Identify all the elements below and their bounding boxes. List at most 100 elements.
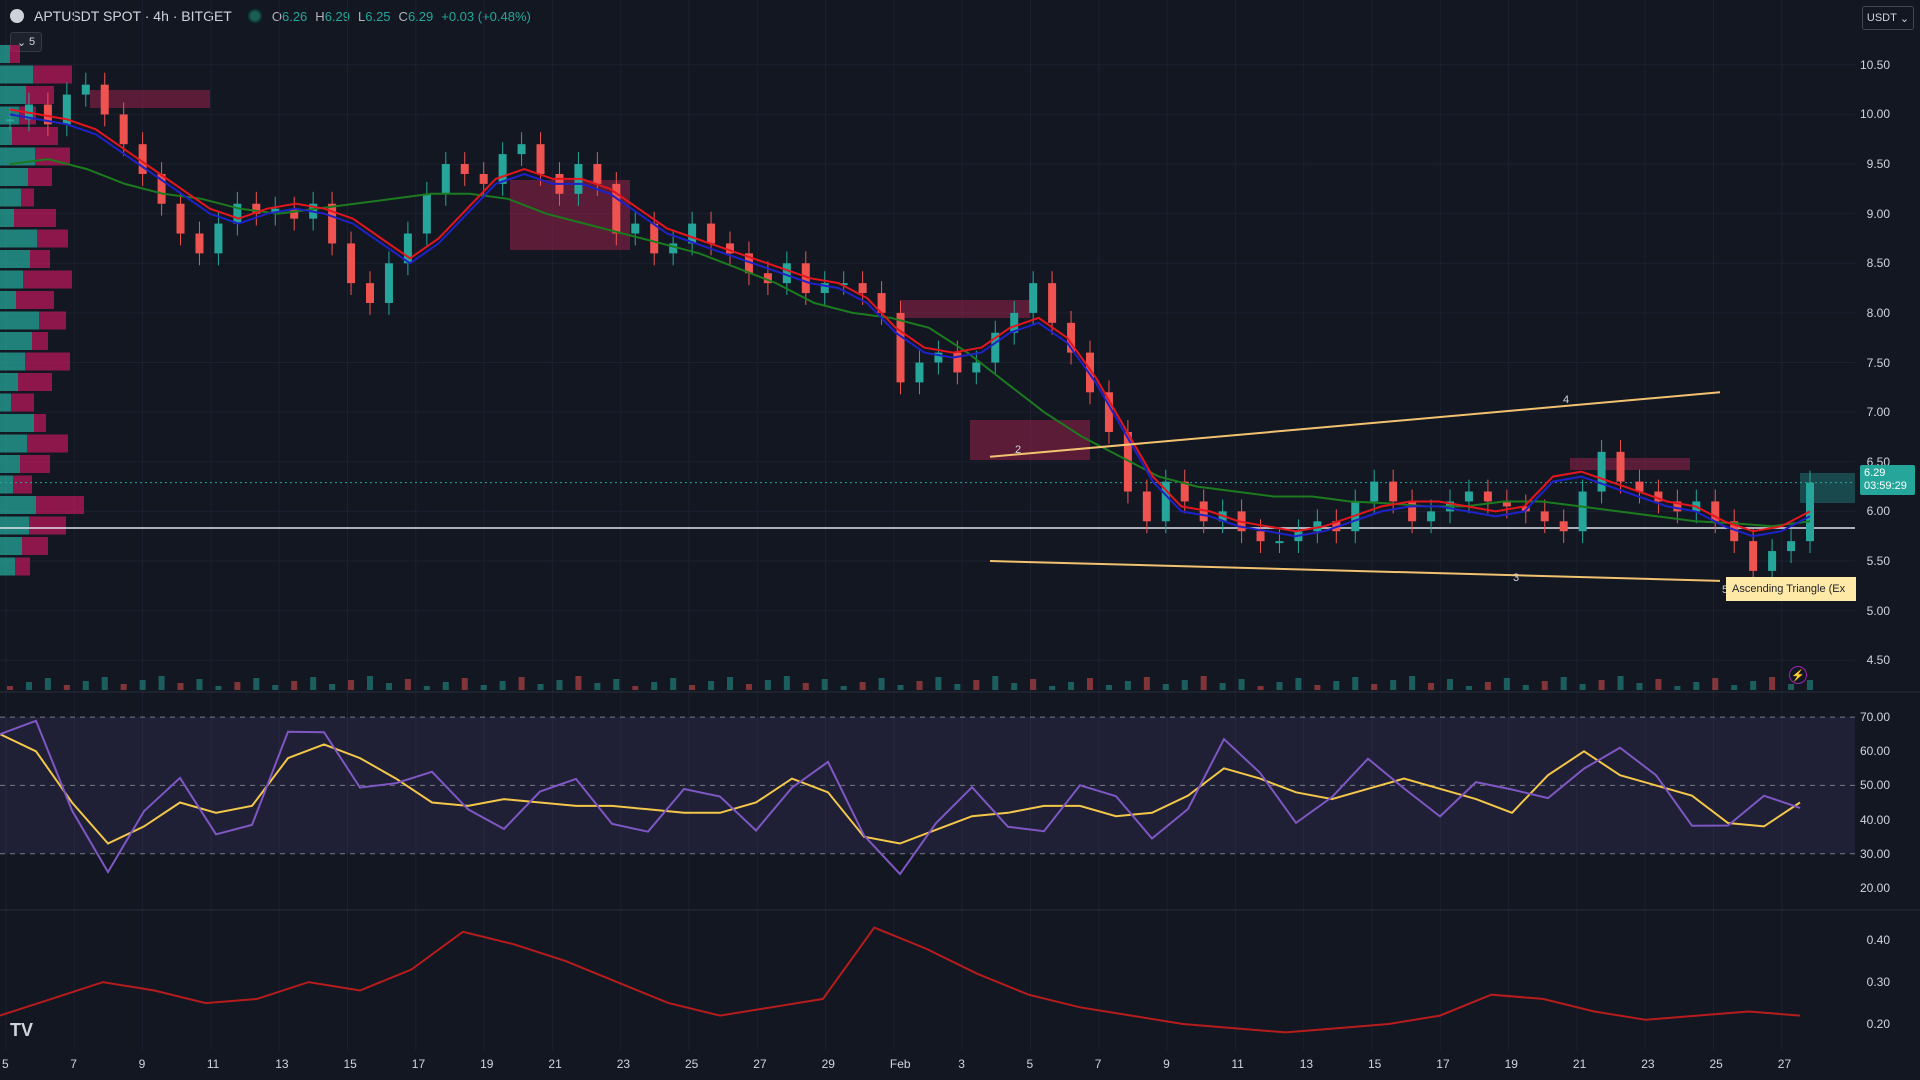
- volume-bar: [1788, 684, 1795, 690]
- market-status-icon[interactable]: [247, 9, 262, 23]
- volume-bar: [537, 684, 544, 690]
- chart-header: APTUSDT SPOT · 4h · BITGET O6.26 H6.29 L…: [10, 6, 531, 26]
- candle-body: [593, 164, 602, 184]
- candle-body: [915, 362, 924, 383]
- time-tick-label: 7: [70, 1057, 77, 1071]
- volume-bar: [196, 679, 203, 690]
- volume-bar: [727, 677, 733, 690]
- candle-body: [782, 263, 791, 284]
- rsi-tick-label: 20.00: [1859, 880, 1890, 895]
- time-tick-label: 9: [138, 1057, 146, 1071]
- high-value: 6.29: [324, 8, 350, 24]
- volume-bar: [689, 685, 696, 690]
- rsi-tick-label: 40.00: [1859, 812, 1890, 827]
- volume-bar: [1087, 678, 1093, 690]
- candle-body: [479, 173, 488, 184]
- time-tick-label: 3: [958, 1057, 965, 1071]
- candle-body: [1749, 541, 1758, 571]
- profile-bar-buy: [0, 557, 15, 576]
- profile-bar-buy: [0, 229, 37, 248]
- currency-selector[interactable]: USDT ⌄: [1862, 6, 1914, 30]
- volume-bar: [821, 679, 828, 690]
- candle-body: [214, 223, 223, 254]
- candle-body: [441, 164, 450, 194]
- triangle-lower-line: [989, 559, 1721, 582]
- rsi-tick-label: 70.00: [1859, 710, 1890, 725]
- pattern-label[interactable]: Ascending Triangle (Ex: [1726, 577, 1856, 601]
- price-tick-label: 10.50: [1859, 57, 1890, 72]
- last-price-value: 6.29: [1864, 467, 1886, 479]
- volume-bar: [82, 681, 89, 690]
- volume-bar: [1276, 682, 1283, 690]
- volume-bar: [973, 680, 980, 690]
- volume-bar: [1560, 677, 1567, 690]
- volume-bar: [1049, 686, 1056, 690]
- time-tick-label: 13: [275, 1057, 289, 1071]
- symbol-logo-icon: [10, 9, 24, 23]
- candle-body: [271, 208, 280, 214]
- high-key: H: [315, 8, 325, 24]
- profile-bar-sell: [12, 127, 58, 145]
- chevron-down-icon: ⌄: [16, 36, 27, 49]
- volume-bar: [291, 681, 298, 690]
- pattern-point-label: 3: [1513, 572, 1519, 584]
- candle-body: [1768, 551, 1777, 571]
- volume-bar: [461, 678, 468, 690]
- ascending-triangle-pattern: 2 3 4 5: [989, 391, 1728, 596]
- volume-bar: [1598, 680, 1605, 690]
- volume-bar: [253, 678, 260, 690]
- candle-body: [176, 203, 185, 234]
- oscillator-tick-label: 0.20: [1866, 1017, 1890, 1032]
- volume-bar: [234, 682, 241, 690]
- profile-bar-buy: [0, 475, 13, 494]
- volume-bar: [63, 685, 70, 690]
- rsi-tick-label: 60.00: [1859, 744, 1890, 759]
- rsi-line: [0, 719, 1801, 876]
- candle-body: [1048, 283, 1057, 323]
- low-key: L: [358, 8, 366, 24]
- candle-body: [1616, 451, 1625, 482]
- volume-bar: [1257, 686, 1264, 690]
- close-key: C: [398, 8, 408, 24]
- volume-bar: [613, 679, 620, 690]
- candle-body: [119, 114, 128, 145]
- symbol-title[interactable]: APTUSDT SPOT · 4h · BITGET: [34, 8, 232, 24]
- volume-bar: [1465, 686, 1472, 690]
- volume-bar: [1617, 676, 1624, 690]
- candle-body: [1711, 501, 1720, 522]
- profile-bar-buy: [0, 291, 16, 309]
- profile-bar-sell: [26, 86, 54, 104]
- time-tick-label: 23: [616, 1057, 631, 1071]
- time-tick-label: 15: [1368, 1057, 1382, 1071]
- candle-body: [877, 293, 886, 313]
- candle-body: [1559, 521, 1568, 532]
- volume-bar: [44, 678, 51, 690]
- candle-body: [157, 173, 166, 204]
- currency-label: USDT: [1866, 12, 1897, 24]
- candle-body: [138, 144, 147, 174]
- candle-body: [669, 243, 678, 254]
- time-tick-label: 29: [821, 1057, 835, 1071]
- volume-bar: [1428, 683, 1435, 690]
- candle-body: [460, 164, 469, 174]
- profile-bar-sell: [10, 45, 20, 63]
- profile-bar-sell: [33, 65, 72, 84]
- supply-zone: [900, 300, 1030, 318]
- tradingview-logo-icon[interactable]: TV: [10, 1020, 34, 1040]
- volume-bar: [840, 686, 847, 690]
- volume-bar: [1162, 684, 1169, 690]
- time-tick-label: 27: [1777, 1057, 1792, 1071]
- volume-bar: [897, 685, 904, 690]
- volume-bar: [7, 686, 13, 690]
- candle-body: [1067, 322, 1076, 353]
- close-value: 6.29: [407, 8, 434, 24]
- profile-bar-sell: [28, 168, 52, 186]
- time-tick-label: 25: [1709, 1057, 1723, 1071]
- triangle-upper-line: [989, 391, 1721, 458]
- volume-bar: [1181, 680, 1188, 690]
- candle-body: [763, 273, 772, 284]
- time-tick-label: 19: [480, 1057, 494, 1071]
- time-tick-label: 13: [1299, 1057, 1314, 1071]
- lightning-icon[interactable]: ⚡: [1789, 666, 1807, 684]
